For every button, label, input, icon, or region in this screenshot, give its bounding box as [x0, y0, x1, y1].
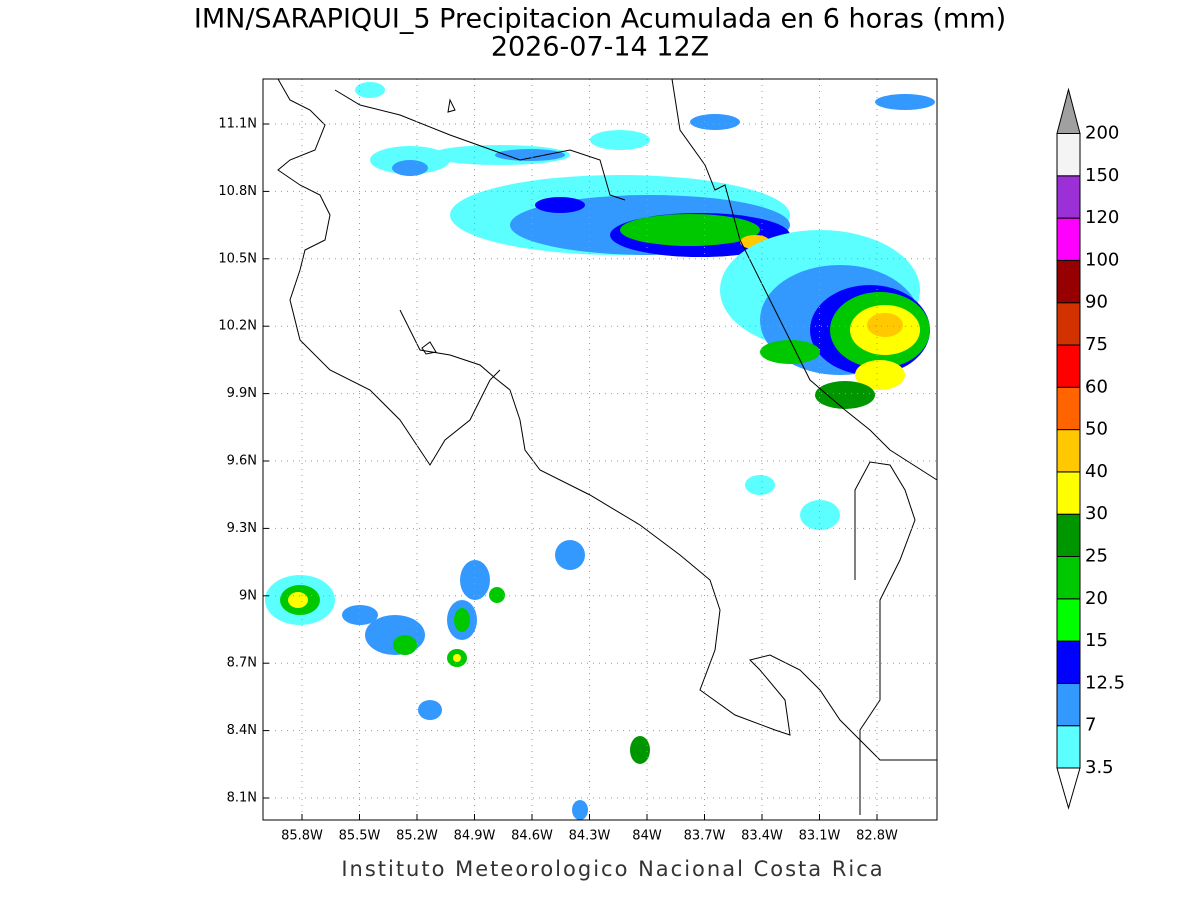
colorbar-label: 15 [1085, 630, 1108, 651]
lat-tick-label: 9.6N [227, 454, 257, 469]
lat-tick-label: 9N [239, 588, 257, 603]
colorbar-box [1056, 259, 1081, 304]
colorbar-label: 75 [1085, 334, 1108, 355]
lon-tick-label: 84.3W [569, 829, 611, 844]
lat-tick-label: 9.3N [227, 521, 257, 536]
colorbar-box [1056, 640, 1081, 684]
lat-tick-label: 8.7N [227, 656, 257, 671]
colorbar-box [1056, 302, 1081, 346]
lon-tick-label: 83.1W [799, 829, 841, 844]
colorbar-label: 200 [1085, 123, 1119, 144]
colorbar-box [1056, 386, 1081, 431]
colorbar-label: 12.5 [1085, 672, 1125, 693]
colorbar-label: 50 [1085, 419, 1108, 440]
lon-tick-label: 84.6W [511, 829, 553, 844]
lon-tick-label: 83.4W [741, 829, 783, 844]
title: IMN/SARAPIQUI_5 Precipitacion Acumulada … [194, 4, 1006, 35]
lon-tick-label: 83.7W [684, 829, 726, 844]
lon-tick-label: 85.8W [281, 829, 323, 844]
colorbar-label: 100 [1085, 249, 1119, 270]
colorbar-box [1056, 344, 1081, 388]
colorbar-box [1056, 175, 1081, 219]
coastlines [277, 78, 938, 815]
lon-tick-label: 82.8W [856, 829, 898, 844]
colorbar-box [1056, 133, 1081, 177]
lon-tick-label: 84.9W [454, 829, 496, 844]
colorbar-over [1056, 87, 1081, 134]
precipitation-field [265, 82, 935, 820]
colorbar-label: 3.5 [1085, 757, 1114, 778]
footer: Instituto Meteorologico Nacional Costa R… [341, 857, 884, 881]
colorbar-label: 30 [1085, 503, 1108, 524]
colorbar-box [1056, 682, 1081, 727]
lat-tick-label: 11.1N [218, 117, 257, 132]
colorbar-label: 20 [1085, 588, 1108, 609]
colorbar-label: 7 [1085, 715, 1096, 736]
colorbar-label: 25 [1085, 546, 1108, 567]
colorbar-box [1056, 725, 1081, 769]
colorbar-box [1056, 556, 1081, 600]
colorbar-label: 90 [1085, 292, 1108, 313]
colorbar-label: 40 [1085, 461, 1108, 482]
lon-tick-label: 85.2W [396, 829, 438, 844]
lat-tick-label: 10.2N [218, 319, 257, 334]
lat-tick-label: 10.8N [218, 184, 257, 199]
lon-tick-label: 85.5W [339, 829, 381, 844]
lon-tick-label: 84W [632, 829, 662, 844]
colorbar-box [1056, 513, 1081, 558]
colorbar-under [1056, 767, 1081, 810]
lat-tick-label: 8.1N [227, 791, 257, 806]
map-frame [262, 78, 938, 821]
colorbar-box [1056, 429, 1081, 473]
lat-tick-label: 8.4N [227, 723, 257, 738]
colorbar-box [1056, 217, 1081, 261]
colorbar-label: 150 [1085, 165, 1119, 186]
colorbar-box [1056, 598, 1081, 642]
lat-tick-label: 9.9N [227, 386, 257, 401]
subtitle: 2026-07-14 12Z [491, 32, 709, 63]
colorbar-box [1056, 471, 1081, 515]
lat-tick-label: 10.5N [218, 251, 257, 266]
colorbar-label: 120 [1085, 207, 1119, 228]
colorbar-label: 60 [1085, 376, 1108, 397]
